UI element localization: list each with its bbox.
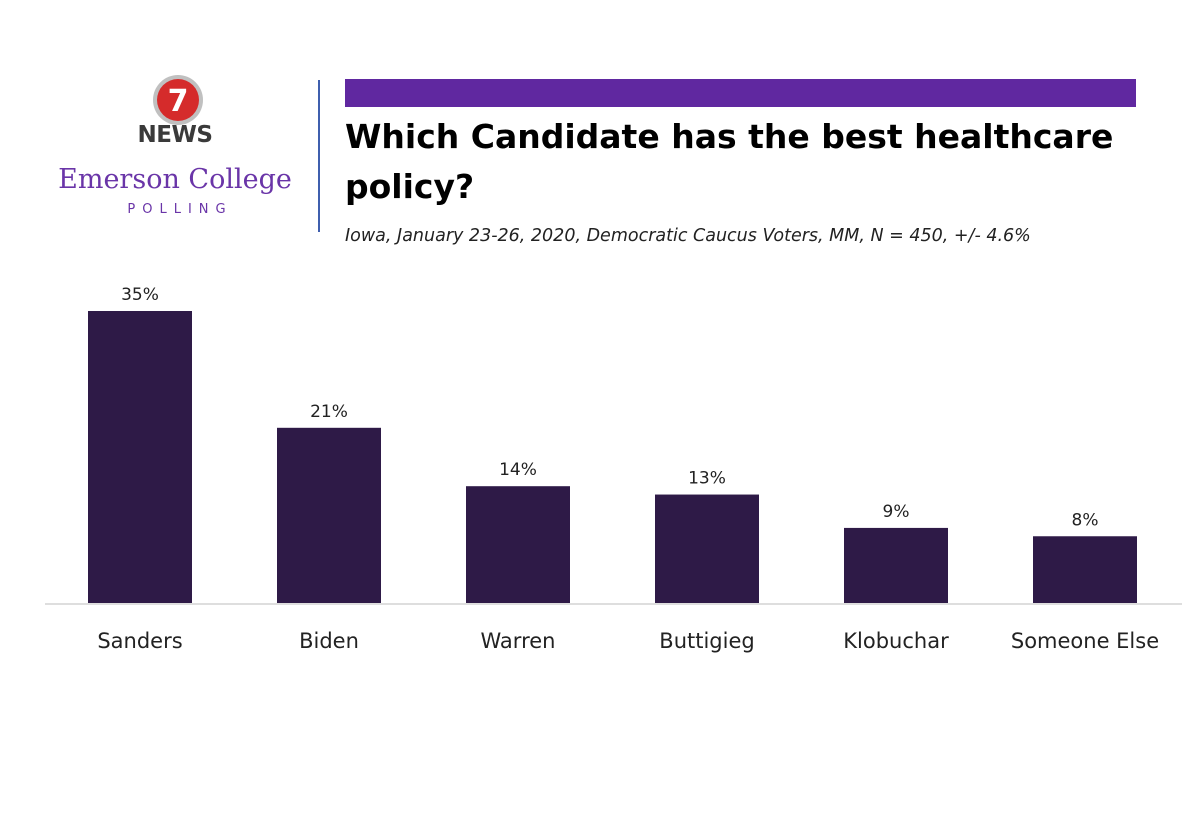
logo-network-text: NEWS [137,122,213,148]
logo-org-text: Emerson College [58,164,292,195]
bar-value-label: 9% [883,502,910,522]
logo-badge-number: 7 [168,84,189,119]
category-tick-label: Someone Else [1011,629,1159,653]
bar-biden [277,427,381,603]
bar-value-label: 35% [121,285,159,305]
bar-value-label: 8% [1072,510,1099,530]
bar-klobuchar [844,527,948,603]
bar-sanders [88,311,192,603]
logo-block: 7 NEWS Emerson College POLLING [40,72,310,232]
bar-value-label: 14% [499,460,537,480]
chart-subtitle: Iowa, January 23-26, 2020, Democratic Ca… [345,226,1031,246]
category-tick-label: Buttigieg [659,629,754,653]
bar-value-label: 21% [310,402,348,422]
bar-warren [466,486,570,603]
bar-value-label: 13% [688,469,726,489]
seven-news-badge-icon: 7 [153,75,203,125]
header-divider [318,80,320,232]
category-tick-label: Warren [481,629,556,653]
bar-buttigieg [655,494,759,603]
category-tick-label: Sanders [97,629,182,653]
bar-someone-else [1033,536,1137,603]
category-tick-label: Biden [299,629,359,653]
logo-unit-text: POLLING [127,202,233,217]
chart-title: Which Candidate has the best healthcare … [345,117,1114,206]
accent-bar [345,79,1136,107]
category-tick-label: Klobuchar [843,629,949,653]
